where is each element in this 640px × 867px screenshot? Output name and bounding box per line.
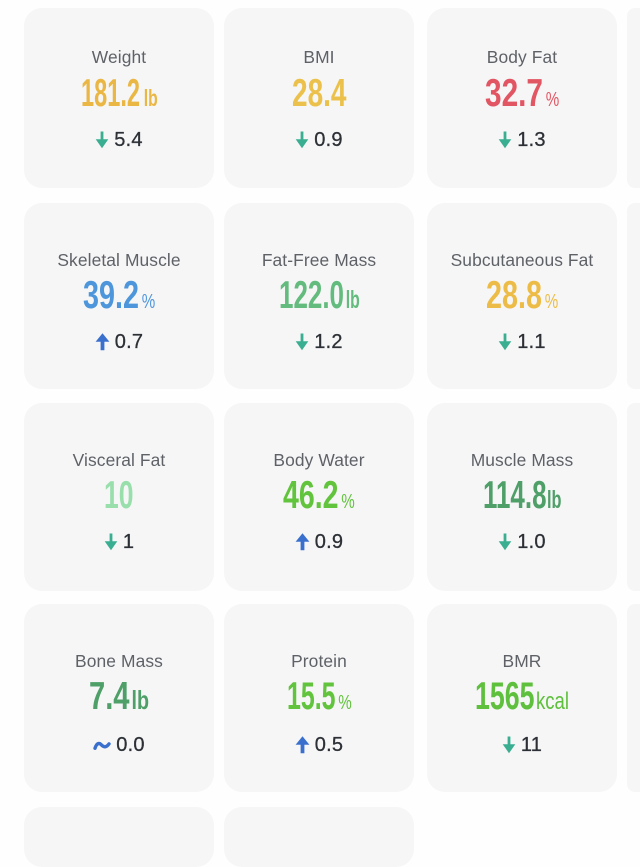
svg-text:%: % xyxy=(338,691,352,714)
svg-text:28.4: 28.4 xyxy=(292,72,347,115)
svg-text:28.8: 28.8 xyxy=(486,274,542,317)
svg-text:%: % xyxy=(341,490,355,513)
svg-text:181.2: 181.2 xyxy=(81,72,140,115)
svg-text:lb: lb xyxy=(143,85,157,111)
svg-text:%: % xyxy=(545,88,559,111)
svg-text:lb: lb xyxy=(345,286,359,314)
svg-text:15.5: 15.5 xyxy=(287,675,336,718)
svg-text:122.0: 122.0 xyxy=(279,274,344,317)
svg-text:lb: lb xyxy=(547,486,562,514)
svg-text:46.2: 46.2 xyxy=(283,474,339,517)
svg-text:10: 10 xyxy=(104,474,134,517)
svg-text:32.7: 32.7 xyxy=(485,72,543,115)
svg-text:39.2: 39.2 xyxy=(83,274,139,317)
svg-text:%: % xyxy=(544,290,558,313)
svg-text:1565: 1565 xyxy=(475,675,535,718)
svg-text:7.4: 7.4 xyxy=(89,675,130,718)
svg-text:%: % xyxy=(141,290,155,313)
svg-text:kcal: kcal xyxy=(536,688,569,715)
svg-text:lb: lb xyxy=(132,685,150,715)
svg-text:114.8: 114.8 xyxy=(483,474,547,517)
